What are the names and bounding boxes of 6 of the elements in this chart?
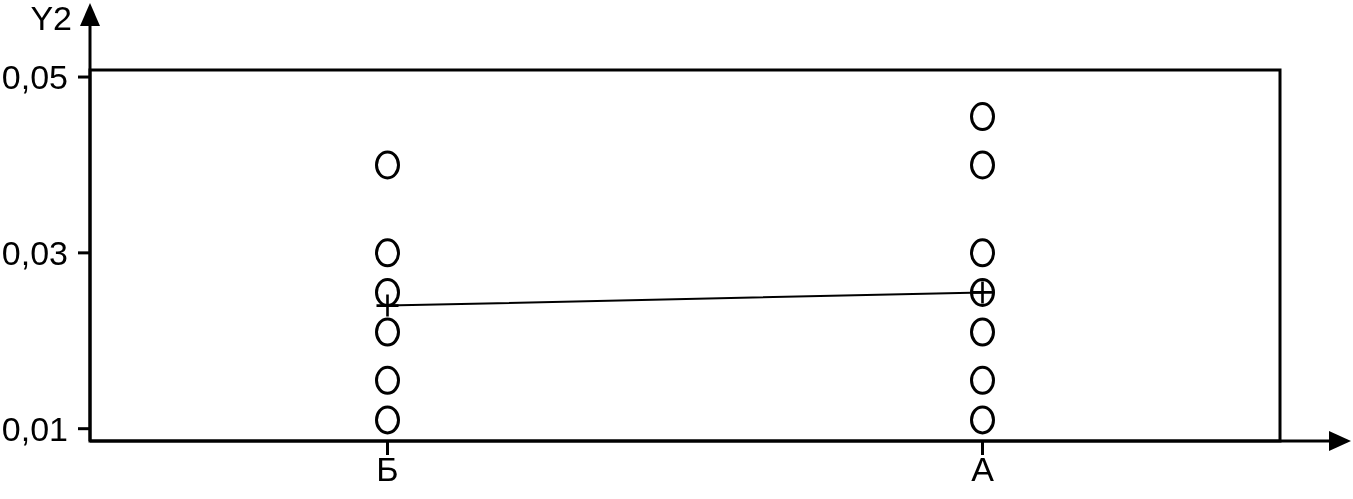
y-tick-label: 0,03 bbox=[1, 233, 68, 272]
y-tick-label: 0,01 bbox=[1, 409, 68, 448]
y-axis-title: Y2 bbox=[30, 0, 72, 37]
x-tick-label: Б bbox=[376, 450, 399, 489]
x-tick-label: А bbox=[971, 450, 995, 489]
y-tick-label: 0,05 bbox=[1, 58, 68, 97]
